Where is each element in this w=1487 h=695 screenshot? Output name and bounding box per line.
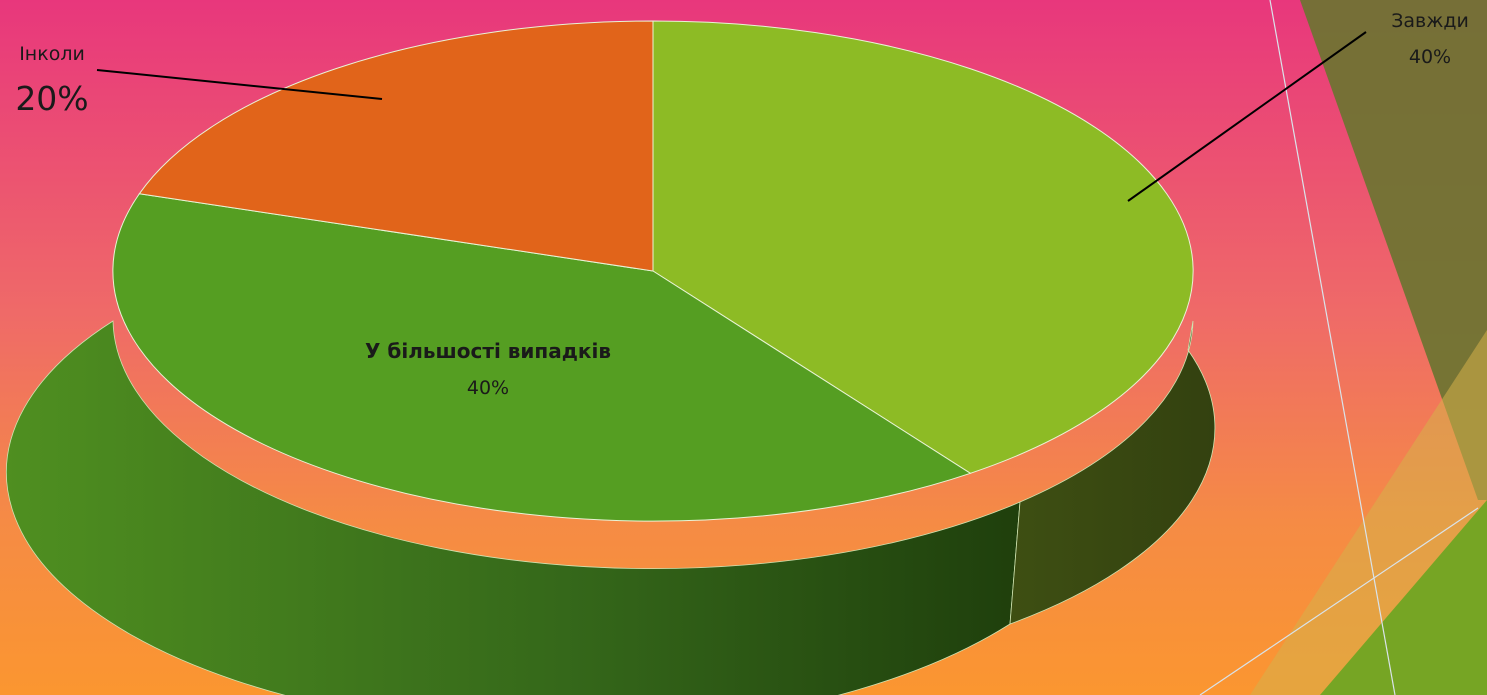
- label-inkoly-category: Інколи: [19, 43, 85, 65]
- label-majority-value: 40%: [467, 377, 509, 399]
- pie-slice-0: [652, 20, 1194, 474]
- pie-slice-1: [112, 193, 972, 522]
- leader-line-inkoly: [96, 69, 383, 100]
- leader-line-zavzhdy: [1127, 31, 1367, 202]
- label-majority-category: У більшості випадків: [365, 339, 611, 363]
- pie-side-wall-large: [5, 320, 1021, 695]
- label-zavzhdy-category: Завжди: [1391, 10, 1469, 32]
- label-inkoly-value: 20%: [15, 79, 88, 118]
- pie-side-wall-small: [1009, 320, 1216, 625]
- pie-slice-2: [138, 20, 654, 272]
- pie-slices: [112, 20, 1194, 522]
- background-decoration: [1199, 0, 1487, 695]
- label-zavzhdy-value: 40%: [1409, 46, 1451, 68]
